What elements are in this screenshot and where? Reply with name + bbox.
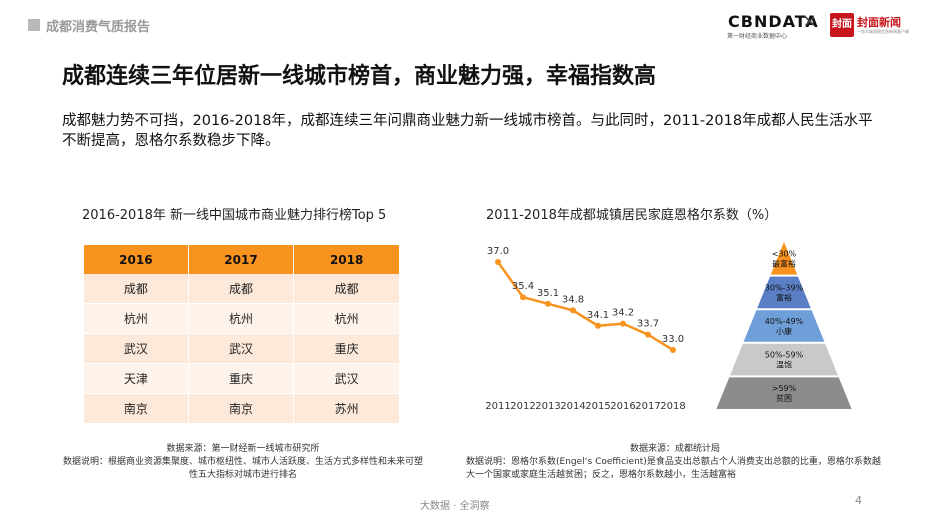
pyramid-level xyxy=(770,242,798,275)
x-tick-label: 2011 xyxy=(485,401,510,412)
data-label: 34.2 xyxy=(612,308,634,319)
table-row: 杭州 杭州 杭州 xyxy=(84,303,400,334)
header-marker xyxy=(28,19,40,31)
data-label: 34.8 xyxy=(562,294,584,305)
table-header-cell: 2016 xyxy=(84,245,189,274)
table-row: 武汉 武汉 重庆 xyxy=(84,333,400,364)
table-cell: 重庆 xyxy=(188,363,295,394)
table-note: 数据说明：根据商业资源集聚度、城市枢纽性、城市人活跃度、生活方式多样性和未来可塑… xyxy=(62,457,423,480)
table-cell: 杭州 xyxy=(84,303,189,334)
page-title: 成都连续三年位居新一线城市榜首，商业魅力强，幸福指数高 xyxy=(62,64,657,89)
pyramid-label: >59%贫困 xyxy=(772,384,797,403)
chart-notes: 数据来源：成都统计局 数据说明：恩格尔系数(Engel‘s Coefficien… xyxy=(466,443,884,482)
table-cell: 成都 xyxy=(188,274,295,304)
table-title: 2016-2018年 新一线中国城市商业魅力排行榜Top 5 xyxy=(82,208,387,223)
table-header-cell: 2018 xyxy=(293,245,400,274)
table-source: 数据来源：第一财经新一线城市研究所 xyxy=(166,444,320,454)
table-cell: 武汉 xyxy=(188,333,295,364)
table-cell: 天津 xyxy=(84,363,189,394)
x-tick-label: 2015 xyxy=(585,401,610,412)
chart-source: 数据来源：成都统计局 xyxy=(629,444,720,454)
table-cell: 杭州 xyxy=(293,303,400,334)
data-label: 35.1 xyxy=(537,288,559,299)
engel-pyramid: <30%最富裕 30%-39%富裕 40%-49%小康 50%-59%温饱 >59%贫困 xyxy=(716,242,852,409)
data-point xyxy=(520,294,526,301)
table-cell: 武汉 xyxy=(84,333,189,364)
page-number: 4 xyxy=(855,494,862,507)
table-cell: 成都 xyxy=(84,274,189,304)
data-label: 37.0 xyxy=(487,246,509,257)
pyramid-level xyxy=(730,343,838,376)
table-row: 南京 南京 苏州 xyxy=(84,393,400,424)
data-point xyxy=(670,347,676,353)
data-point xyxy=(545,300,551,307)
table-header-cell: 2017 xyxy=(188,245,295,274)
data-label: 33.0 xyxy=(662,334,684,345)
pyramid-label: 50%-59%温饱 xyxy=(765,351,804,370)
data-label: 35.4 xyxy=(512,281,534,292)
table-header-row: 2016 2017 2018 xyxy=(84,245,400,274)
series-line xyxy=(496,261,674,352)
table-cell: 武汉 xyxy=(293,363,400,394)
cbndata-logo-sub: 第一财经商业数据中心 xyxy=(727,33,788,40)
data-point xyxy=(495,259,501,265)
data-point xyxy=(570,307,576,314)
chart-title: 2011-2018年成都城镇居民家庭恩格尔系数（%） xyxy=(486,208,778,223)
x-tick-label: 2013 xyxy=(535,401,560,412)
section-title: 成都消费气质报告 xyxy=(46,20,151,35)
pyramid-label: 40%-49%小康 xyxy=(765,317,804,336)
pyramid-label: 30%-39%富裕 xyxy=(765,283,804,302)
close-icon: ✕ xyxy=(803,12,817,31)
table-cell: 南京 xyxy=(188,393,295,424)
table-notes: 数据来源：第一财经新一线城市研究所 数据说明：根据商业资源集聚度、城市枢纽性、城… xyxy=(60,443,426,482)
data-point xyxy=(595,322,601,329)
data-label: 33.7 xyxy=(637,319,659,330)
table-cell: 成都 xyxy=(293,274,400,304)
fengmian-logo-sub: 一览众城观察信息新闻客户端 xyxy=(857,29,909,34)
ranking-table: 2016 2017 2018 成都 成都 成都 杭州 杭州 杭州 武汉 武汉 重… xyxy=(84,245,400,424)
fengmian-logo-mark: 封面 xyxy=(830,13,854,37)
x-tick-label: 2012 xyxy=(510,401,535,412)
table-cell: 南京 xyxy=(84,393,189,424)
pyramid-level xyxy=(716,377,852,409)
table-cell: 重庆 xyxy=(293,333,400,364)
table-row: 成都 成都 成都 xyxy=(84,274,400,304)
data-point xyxy=(645,331,651,338)
cbndata-logo: CBNDATA xyxy=(728,12,819,31)
intro-paragraph: 成都魅力势不可挡，2016-2018年，成都连续三年问鼎商业魅力新一线城市榜首。… xyxy=(62,113,873,149)
pyramid-level xyxy=(757,276,811,309)
x-tick-label: 2018 xyxy=(660,401,685,412)
x-tick-label: 2014 xyxy=(560,401,585,412)
data-label: 34.1 xyxy=(587,310,609,321)
pyramid-label: <30%最富裕 xyxy=(772,249,797,268)
table-row: 天津 重庆 武汉 xyxy=(84,363,400,394)
data-point xyxy=(620,320,626,327)
pyramid-level xyxy=(743,310,825,342)
table-cell: 苏州 xyxy=(293,393,400,424)
x-tick-label: 2017 xyxy=(635,401,660,412)
footer-text: 大数据 · 全洞察 xyxy=(420,501,490,512)
x-tick-label: 2016 xyxy=(610,401,635,412)
fengmian-logo: 封面新闻 xyxy=(857,16,901,29)
table-cell: 杭州 xyxy=(188,303,295,334)
engel-line-chart: 37.0 35.435.134.834.1 34.233.733.0 2011 2012… xyxy=(485,246,685,412)
chart-note: 数据说明：恩格尔系数(Engel‘s Coefficient)是食品支出总额占个… xyxy=(466,457,881,480)
